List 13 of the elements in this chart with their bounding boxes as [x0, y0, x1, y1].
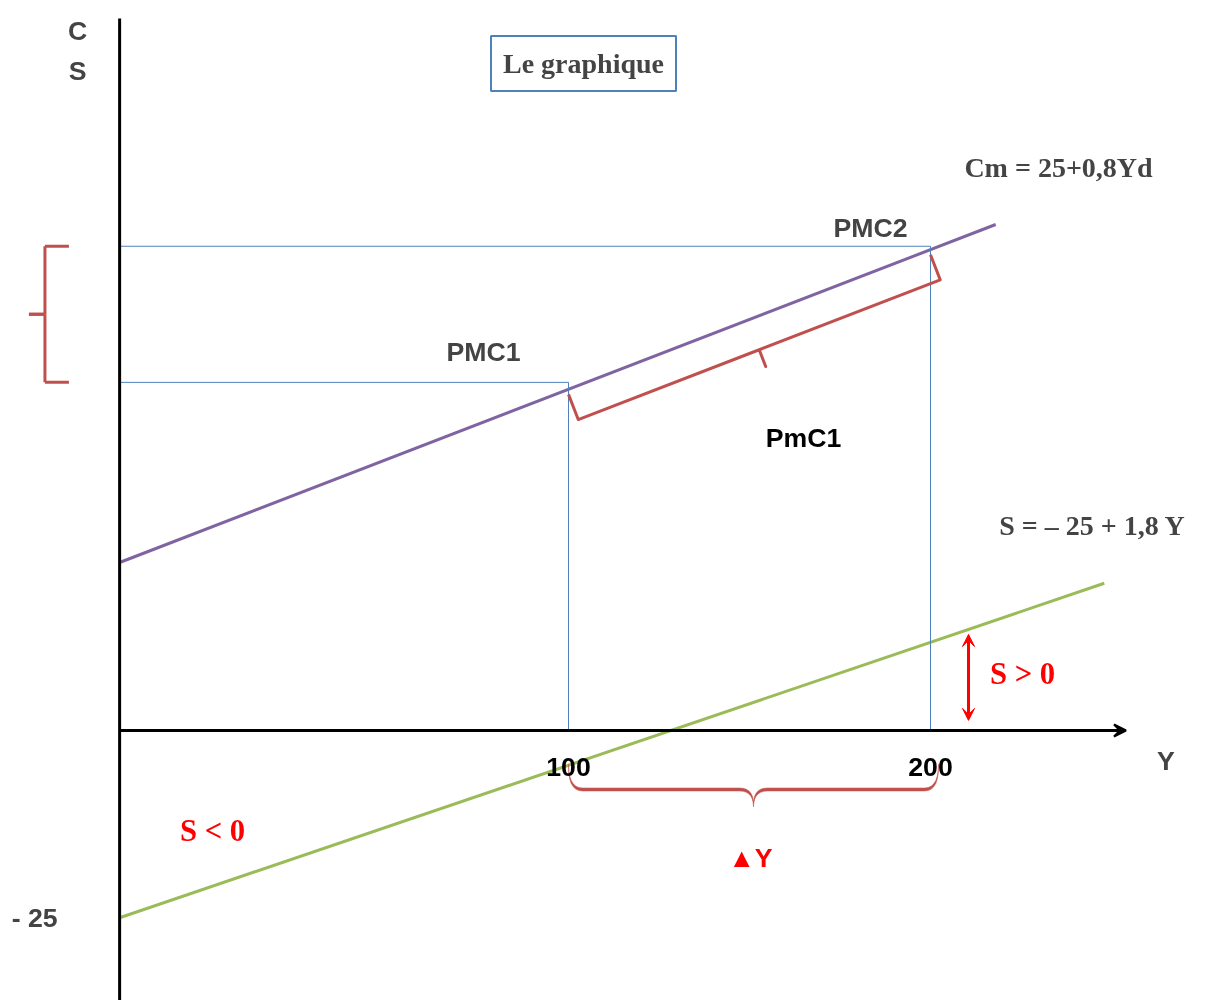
- annotation: - 25: [11, 902, 58, 933]
- text: S = – 25 + 1,8 Y: [999, 510, 1185, 541]
- series-label: Cm = 25+0,8Yd: [964, 152, 1154, 183]
- annotation: PMC1: [446, 337, 521, 368]
- annotation: PmC1: [765, 422, 842, 453]
- x-tick-label: 200: [908, 751, 953, 782]
- annotation: S < 0: [179, 813, 246, 848]
- text: C S: [67, 15, 88, 86]
- annotation: ▲Y: [728, 842, 773, 873]
- annotation: PMC2: [833, 213, 908, 244]
- x-axis-title: Y: [1157, 745, 1176, 776]
- annotation: S > 0: [989, 656, 1056, 691]
- chart-title: Le graphique: [502, 48, 665, 79]
